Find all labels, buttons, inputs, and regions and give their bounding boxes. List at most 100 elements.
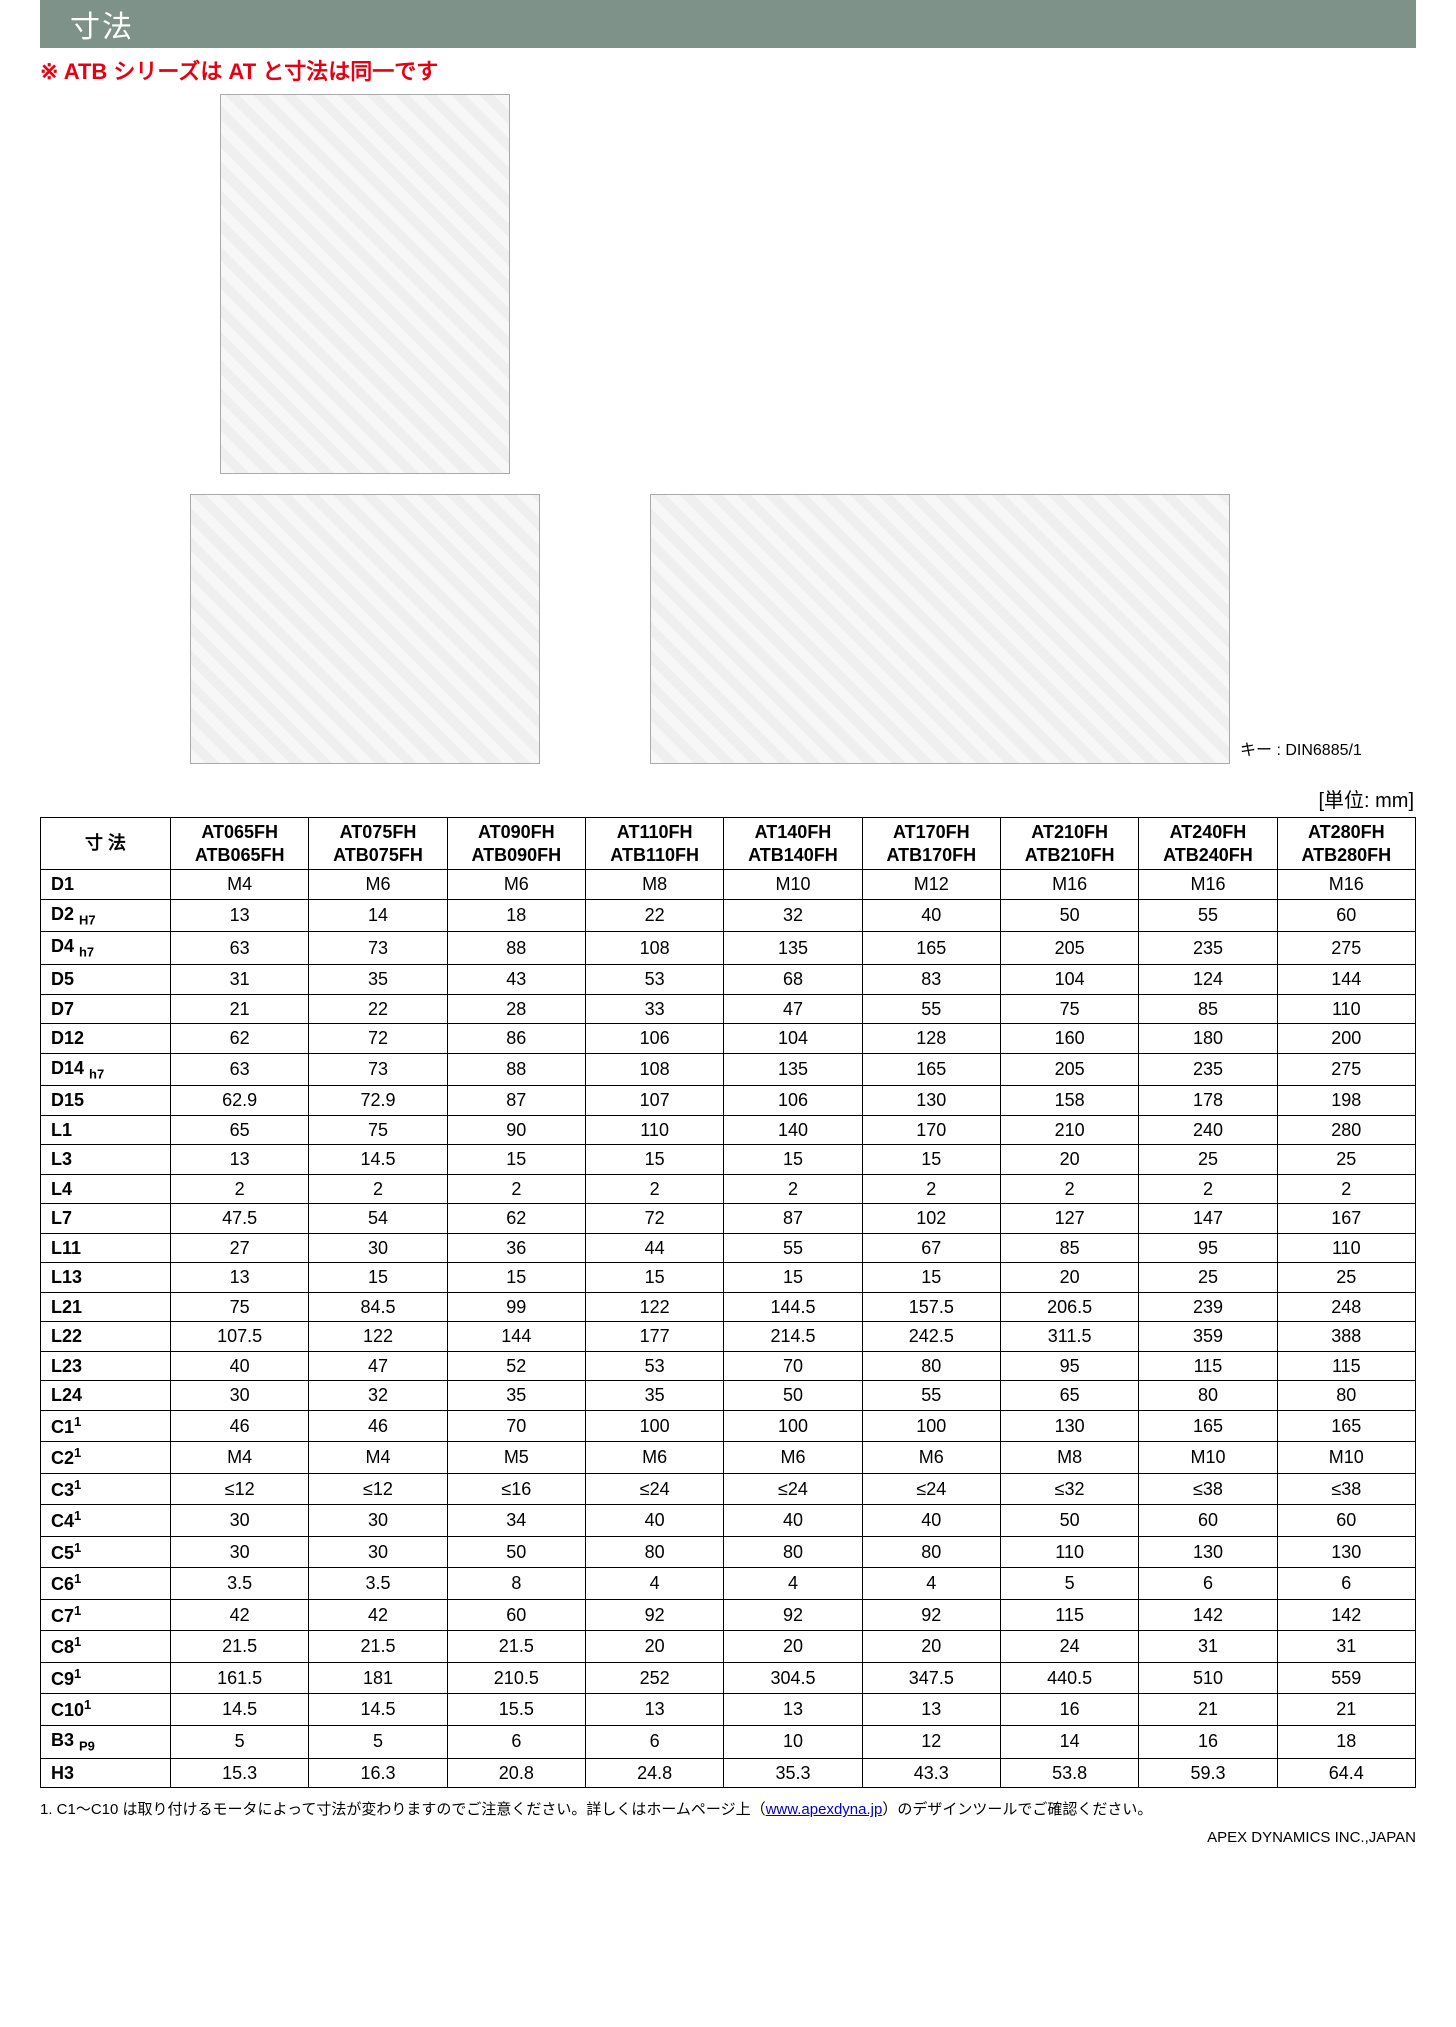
table-cell: 2	[724, 1174, 862, 1204]
table-cell: 2	[1000, 1174, 1138, 1204]
column-header: AT075FHATB075FH	[309, 818, 447, 870]
table-cell: 95	[1000, 1351, 1138, 1381]
footnote-link[interactable]: www.apexdyna.jp	[766, 1801, 883, 1818]
column-header: AT140FHATB140FH	[724, 818, 862, 870]
table-cell: M16	[1000, 870, 1138, 900]
table-cell: 124	[1139, 965, 1277, 995]
table-cell: ≤24	[585, 1473, 723, 1505]
table-cell: 4	[724, 1568, 862, 1600]
table-cell: 130	[1277, 1536, 1415, 1568]
row-label: D7	[41, 994, 171, 1024]
table-cell: 22	[585, 899, 723, 932]
table-cell: M4	[309, 1442, 447, 1474]
table-row: D1562.972.987107106130158178198	[41, 1086, 1416, 1116]
row-label: L13	[41, 1263, 171, 1293]
table-cell: 235	[1139, 1053, 1277, 1086]
table-cell: 65	[171, 1115, 309, 1145]
table-cell: 24	[1000, 1631, 1138, 1663]
unit-label: [単位: mm]	[40, 784, 1416, 813]
table-cell: 388	[1277, 1322, 1415, 1352]
table-cell: 15.5	[447, 1694, 585, 1726]
row-label: D2 H7	[41, 899, 171, 932]
table-cell: 178	[1139, 1086, 1277, 1116]
table-cell: 200	[1277, 1024, 1415, 1054]
table-cell: 55	[862, 994, 1000, 1024]
table-cell: M6	[585, 1442, 723, 1474]
table-cell: M8	[1000, 1442, 1138, 1474]
table-cell: 144	[1277, 965, 1415, 995]
table-cell: 85	[1000, 1233, 1138, 1263]
table-row: C71424260929292115142142	[41, 1599, 1416, 1631]
table-cell: M6	[309, 870, 447, 900]
row-label: L7	[41, 1204, 171, 1234]
table-cell: 62.9	[171, 1086, 309, 1116]
table-cell: 52	[447, 1351, 585, 1381]
footnote: 1. C1～C10 は取り付けるモータによって寸法が変わりますのでご注意ください…	[40, 1798, 1416, 1819]
table-cell: 30	[309, 1233, 447, 1263]
row-label: D14 h7	[41, 1053, 171, 1086]
table-cell: 110	[1277, 1233, 1415, 1263]
row-label: C51	[41, 1536, 171, 1568]
table-body: D1M4M6M6M8M10M12M16M16M16D2 H71314182232…	[41, 870, 1416, 1788]
table-cell: M4	[171, 1442, 309, 1474]
table-cell: 80	[1277, 1381, 1415, 1411]
table-cell: 72	[585, 1204, 723, 1234]
table-cell: 181	[309, 1662, 447, 1694]
table-cell: 21.5	[171, 1631, 309, 1663]
table-cell: 115	[1000, 1599, 1138, 1631]
table-cell: M4	[171, 870, 309, 900]
table-cell: 107	[585, 1086, 723, 1116]
row-label: L23	[41, 1351, 171, 1381]
table-cell: 88	[447, 1053, 585, 1086]
table-row: H315.316.320.824.835.343.353.859.364.4	[41, 1758, 1416, 1788]
row-label: D15	[41, 1086, 171, 1116]
table-cell: 122	[309, 1322, 447, 1352]
table-cell: 46	[171, 1410, 309, 1442]
table-cell: 242.5	[862, 1322, 1000, 1352]
row-label: L11	[41, 1233, 171, 1263]
table-cell: 144	[447, 1322, 585, 1352]
table-cell: 80	[862, 1351, 1000, 1381]
table-cell: 16.3	[309, 1758, 447, 1788]
table-cell: M5	[447, 1442, 585, 1474]
table-cell: 40	[862, 1505, 1000, 1537]
table-cell: 30	[309, 1505, 447, 1537]
table-cell: 53	[585, 1351, 723, 1381]
column-header-top: AT280FH	[1280, 821, 1413, 844]
table-row: C8121.521.521.5202020243131	[41, 1631, 1416, 1663]
table-cell: ≤12	[309, 1473, 447, 1505]
table-cell: 5	[1000, 1568, 1138, 1600]
section-title: 寸法	[70, 2, 134, 46]
table-cell: 5	[171, 1725, 309, 1758]
table-cell: 165	[1277, 1410, 1415, 1442]
row-label: L3	[41, 1145, 171, 1175]
table-cell: ≤38	[1277, 1473, 1415, 1505]
table-cell: 47	[309, 1351, 447, 1381]
table-cell: 2	[447, 1174, 585, 1204]
table-cell: 214.5	[724, 1322, 862, 1352]
table-cell: 106	[724, 1086, 862, 1116]
table-cell: 32	[724, 899, 862, 932]
table-cell: M8	[585, 870, 723, 900]
table-cell: 60	[1277, 899, 1415, 932]
table-cell: 20	[1000, 1263, 1138, 1293]
table-cell: ≤38	[1139, 1473, 1277, 1505]
table-cell: 107.5	[171, 1322, 309, 1352]
table-cell: 115	[1139, 1351, 1277, 1381]
table-cell: 64.4	[1277, 1758, 1415, 1788]
table-cell: 158	[1000, 1086, 1138, 1116]
table-cell: M6	[862, 1442, 1000, 1474]
table-cell: 73	[309, 932, 447, 965]
column-header-top: AT065FH	[173, 821, 306, 844]
table-cell: 2	[862, 1174, 1000, 1204]
table-cell: M6	[447, 870, 585, 900]
table-cell: 102	[862, 1204, 1000, 1234]
row-label: L21	[41, 1292, 171, 1322]
table-cell: 142	[1277, 1599, 1415, 1631]
column-header: AT210FHATB210FH	[1000, 818, 1138, 870]
table-cell: ≤16	[447, 1473, 585, 1505]
table-cell: 165	[862, 1053, 1000, 1086]
table-cell: 21	[1277, 1694, 1415, 1726]
table-cell: 92	[585, 1599, 723, 1631]
table-cell: 84.5	[309, 1292, 447, 1322]
